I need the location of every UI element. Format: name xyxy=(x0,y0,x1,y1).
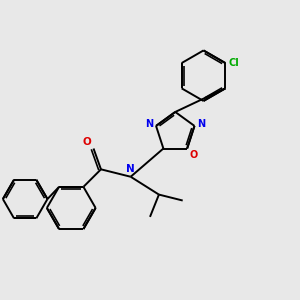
Text: N: N xyxy=(126,164,135,174)
Text: O: O xyxy=(190,150,198,160)
Text: N: N xyxy=(145,119,153,129)
Text: O: O xyxy=(82,137,91,147)
Text: Cl: Cl xyxy=(229,58,240,68)
Text: N: N xyxy=(197,119,205,129)
